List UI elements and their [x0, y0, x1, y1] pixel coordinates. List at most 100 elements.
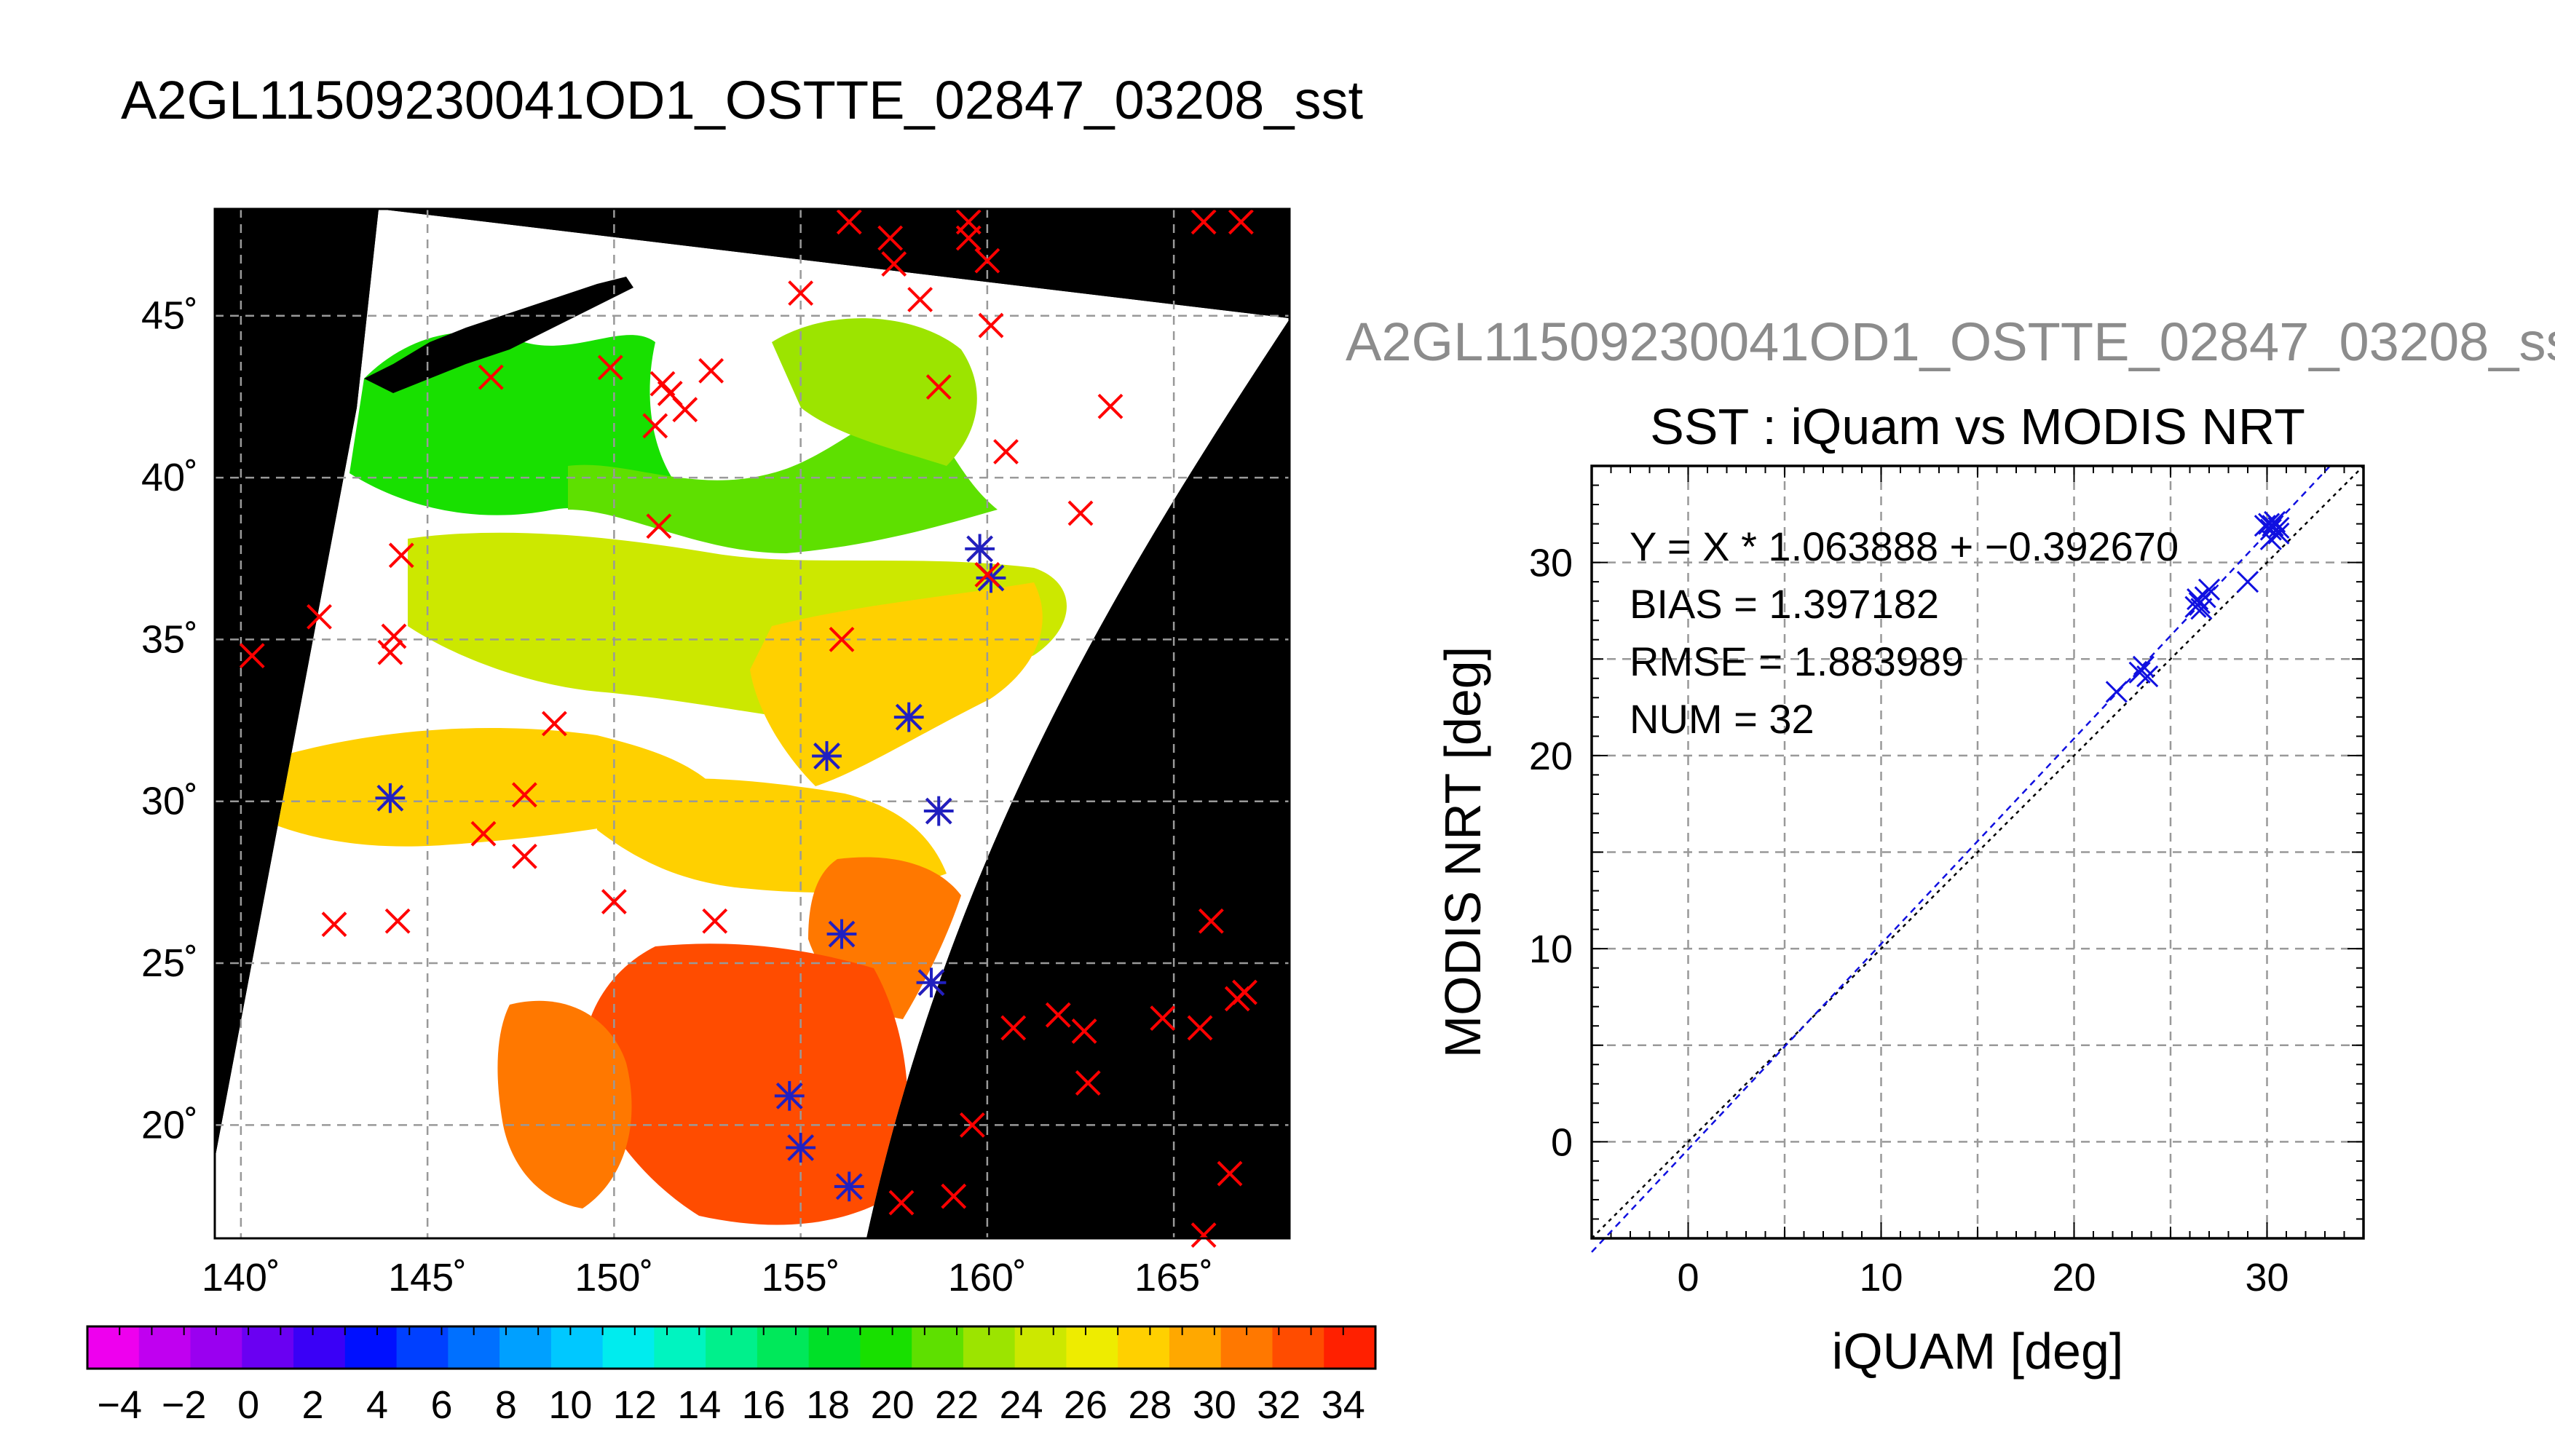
buoy-matchup-marker — [1187, 1015, 1213, 1041]
scatter-y-tick-label: 10 — [1529, 927, 1573, 971]
colorbar-segment — [1118, 1326, 1170, 1369]
satellite-swath — [215, 209, 1289, 1238]
colorbar-tick-label: 32 — [1257, 1383, 1300, 1427]
colorbar-tick-label: 4 — [366, 1383, 388, 1427]
buoy-matchup-marker — [888, 1190, 915, 1216]
stats-line: Y = X * 1.063888 + −0.392670 — [1630, 523, 2179, 569]
valid-matchup-marker — [786, 1133, 816, 1163]
scatter-point — [2267, 522, 2290, 545]
stats-line: NUM = 32 — [1630, 696, 1814, 742]
buoy-matchup-marker — [829, 626, 855, 652]
colorbar-tick-label: 2 — [302, 1383, 324, 1427]
buoy-matchup-marker — [377, 639, 403, 665]
buoy-matchup-marker — [381, 623, 407, 649]
buoy-matchup-marker — [511, 782, 537, 808]
colorbar-tick-label: 20 — [871, 1383, 915, 1427]
buoy-matchup-marker — [1045, 1002, 1071, 1028]
valid-matchup-marker — [965, 534, 995, 564]
stats-line: BIAS = 1.397182 — [1630, 581, 1939, 627]
colorbar-tick-label: 6 — [430, 1383, 452, 1427]
scatter-point — [2190, 598, 2213, 620]
scatter-point — [2264, 510, 2286, 533]
colorbar-tick-label: −4 — [97, 1383, 142, 1427]
colorbar-segment — [1272, 1326, 1324, 1369]
buoy-matchup-marker — [698, 357, 724, 384]
buoy-matchup-marker — [1067, 500, 1094, 526]
colorbar-tick-label: 0 — [237, 1383, 259, 1427]
colorbar-tick-label: 16 — [742, 1383, 786, 1427]
buoy-matchup-marker — [384, 908, 411, 934]
colorbar-tick-label: 18 — [806, 1383, 850, 1427]
buoy-matchup-marker — [1000, 1015, 1027, 1041]
buoy-matchup-marker — [974, 248, 1000, 274]
colorbar-segment — [138, 1326, 191, 1369]
colorbar-tick-label: 30 — [1193, 1383, 1236, 1427]
colorbar-tick-label: 12 — [613, 1383, 657, 1427]
buoy-matchup-marker — [1217, 1160, 1243, 1187]
valid-matchup-marker — [826, 919, 857, 949]
map-lon-tick-label: 160˚ — [948, 1256, 1027, 1299]
buoy-matchup-marker — [321, 911, 347, 938]
map-frame — [213, 207, 1291, 1240]
buoy-matchup-marker — [1150, 1005, 1176, 1032]
valid-matchup-marker — [893, 702, 924, 732]
buoy-matchup-marker — [239, 643, 265, 669]
map-lat-tick-label: 20˚ — [141, 1103, 198, 1147]
buoy-matchup-marker — [642, 413, 668, 439]
scatter-point — [2236, 571, 2259, 593]
scatter-y-tick-label: 30 — [1529, 542, 1573, 585]
map-lon-tick-label: 145˚ — [388, 1256, 467, 1299]
colorbar-segment — [550, 1326, 604, 1369]
colorbar-segment — [860, 1326, 912, 1369]
colorbar-segment — [654, 1326, 706, 1369]
colorbar-segment — [1169, 1326, 1222, 1369]
buoy-matchup-marker — [1075, 1070, 1101, 1096]
colorbar-tick-label: 28 — [1128, 1383, 1172, 1427]
colorbar-tick-label: 10 — [548, 1383, 592, 1427]
scatter-point — [2136, 665, 2159, 688]
buoy-matchup-marker — [955, 225, 982, 251]
scatter-point — [2259, 518, 2282, 541]
buoy-matchup-marker — [1190, 1222, 1217, 1248]
buoy-matchup-marker — [646, 513, 672, 539]
map-lat-tick-label: 35˚ — [141, 617, 198, 661]
buoy-matchup-marker — [511, 843, 537, 869]
scatter-y-tick-label: 20 — [1529, 735, 1573, 778]
valid-matchup-marker — [812, 741, 842, 771]
valid-matchup-marker — [774, 1080, 805, 1111]
scatter-x-axis-label: iQUAM [deg] — [1832, 1323, 2124, 1380]
buoy-matchup-marker — [1071, 1018, 1097, 1044]
scatter-x-tick-label: 30 — [2245, 1256, 2289, 1299]
buoy-matchup-marker — [788, 280, 814, 306]
buoy-matchup-marker — [597, 355, 623, 381]
buoy-matchup-marker — [541, 711, 567, 737]
colorbar-segment — [499, 1326, 552, 1369]
map-grid — [215, 209, 1290, 1238]
scatter-point — [2105, 681, 2128, 703]
colorbar-segment — [293, 1326, 346, 1369]
scatter-point — [2267, 516, 2290, 539]
scatter-title: SST : iQuam vs MODIS NRT — [1650, 398, 2305, 455]
buoy-matchup-marker — [672, 397, 698, 423]
buoy-matchup-marker — [1228, 209, 1254, 235]
buoy-matchup-marker — [993, 439, 1019, 464]
map-lat-tick-label: 25˚ — [141, 941, 198, 985]
valid-matchup-marker — [916, 968, 947, 998]
colorbar-segment — [396, 1326, 449, 1369]
buoy-matchup-marker — [388, 542, 414, 569]
map-lat-tick-label: 45˚ — [141, 294, 198, 338]
colorbar-tick-label: 26 — [1064, 1383, 1107, 1427]
buoy-matchup-marker — [601, 889, 627, 914]
buoy-matchup-marker — [959, 1112, 985, 1138]
scatter-y-tick-label: 0 — [1551, 1120, 1573, 1164]
sst-region-south — [583, 943, 908, 1225]
buoy-matchup-marker — [702, 908, 728, 934]
colorbar-tick-label: 34 — [1322, 1383, 1365, 1427]
scatter-x-tick-label: 20 — [2052, 1256, 2096, 1299]
map-matchup-markers — [375, 534, 1006, 1202]
colorbar-segment — [344, 1326, 398, 1369]
buoy-matchup-marker — [974, 562, 1000, 587]
map-lon-tick-label: 140˚ — [202, 1256, 280, 1299]
buoy-matchup-marker — [1097, 393, 1124, 419]
